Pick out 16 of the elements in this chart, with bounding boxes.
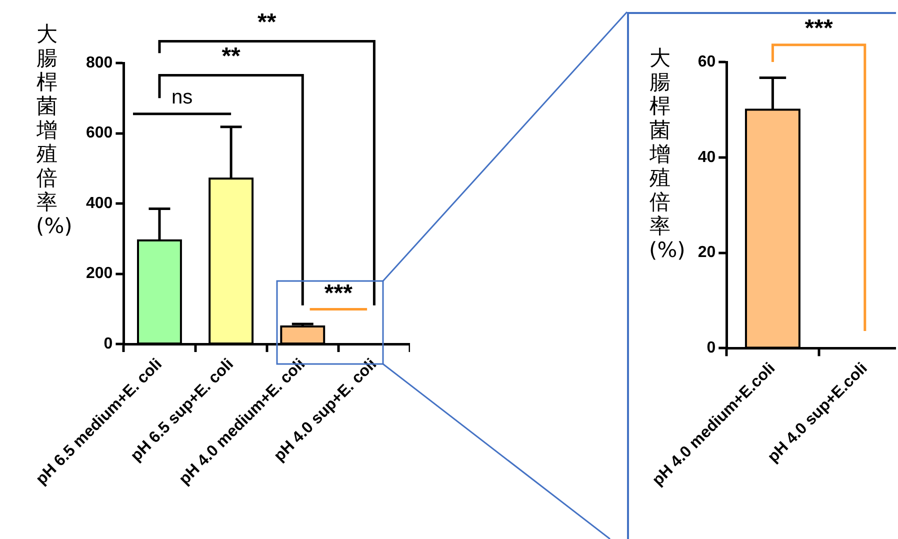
text: 大腸桿菌增殖倍率(%) [36,22,72,238]
y-tick-label: 0 [706,340,716,357]
annotation: ns [171,86,193,108]
y-tick-label: 60 [698,53,716,70]
y-tick-label: 200 [86,265,113,282]
text: ** [258,9,277,36]
y-tick-label: 20 [698,244,716,262]
y-tick-label: 40 [698,148,716,166]
y-tick-label: 600 [86,124,113,142]
annotation: ** [222,43,242,70]
y-tick-label: 400 [86,194,113,212]
y-tick-label: 800 [86,54,113,72]
text: *** [804,14,834,42]
text: 大腸桿菌增殖倍率(%) [649,46,686,262]
y-tick-label: 0 [104,335,113,352]
annotation: *** [324,280,354,308]
